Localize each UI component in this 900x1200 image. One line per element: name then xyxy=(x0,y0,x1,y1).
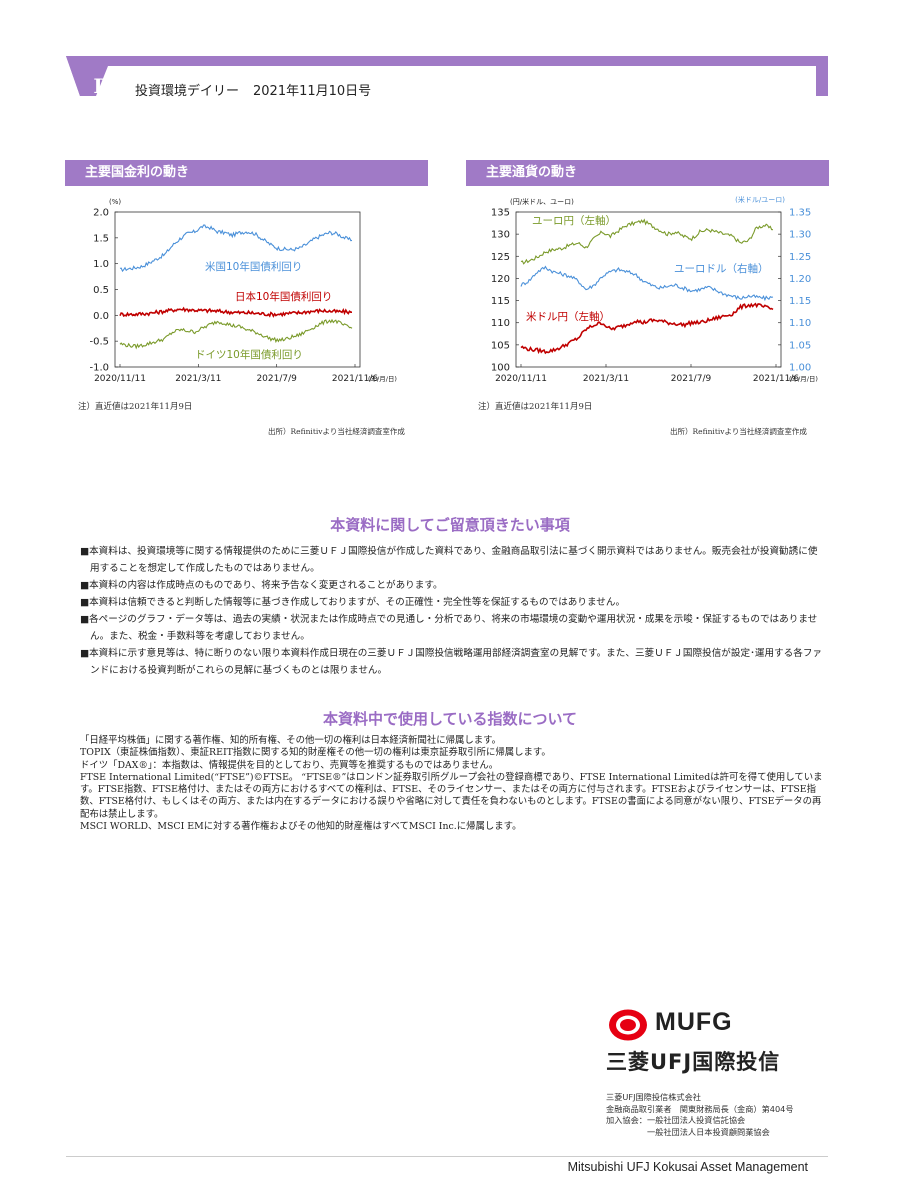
disclaimer-title: 本資料に関してご留意頂きたい事項 xyxy=(330,516,570,534)
y-tick-label: 0.5 xyxy=(93,285,109,296)
y-right-tick-label: 1.20 xyxy=(789,274,811,285)
disclaimer-list: ■本資料は、投資環境等に関する情報提供のために三菱ＵＦＪ国際投信が作成した資料で… xyxy=(80,543,825,679)
rates-source: 出所）Refinitivより当社経済調査室作成 xyxy=(268,427,405,436)
footer-divider xyxy=(66,1156,828,1157)
disclaimer-item: ■本資料の内容は作成時点のものであり、将来予告なく変更されることがあります。 xyxy=(80,580,443,591)
header-badge-letter: D xyxy=(93,74,111,98)
section-title-rates: 主要国金利の動き xyxy=(65,160,428,186)
header-badge: D xyxy=(82,66,122,106)
mufg-logo-text: MUFG xyxy=(655,1008,733,1036)
x-tick-label: 2021/11/6 xyxy=(753,374,799,384)
footer-company-en: Mitsubishi UFJ Kokusai Asset Management xyxy=(567,1160,808,1174)
y-right-tick-label: 1.10 xyxy=(789,318,811,329)
header-band xyxy=(66,56,828,96)
company-name: 三菱UFJ国際投信 xyxy=(606,1050,781,1074)
y-tick-label: 125 xyxy=(491,252,510,263)
disclaimer-item: ■各ページのグラフ・データ等は、過去の実績・状況または作成時点での見通し・分析で… xyxy=(80,614,818,642)
y-right-tick-label: 1.30 xyxy=(789,230,811,241)
y-right-tick-label: 1.15 xyxy=(789,296,811,307)
x-tick-label: 2020/11/11 xyxy=(495,374,547,384)
company-info: 三菱UFJ国際投信株式会社 金融商品取引業者 関東財務局長（金商）第404号 加… xyxy=(606,1092,794,1137)
series-label: ユーロ円（左軸） xyxy=(532,214,616,227)
fx-note: 注）直近値は2021年11月9日 xyxy=(478,402,593,412)
y-tick-label: 0.0 xyxy=(93,311,109,322)
page-title: 投資環境デイリー 2021年11月10日号 xyxy=(135,80,371,99)
mufg-logo-icon xyxy=(609,1009,647,1041)
y-tick-label: 130 xyxy=(491,230,510,241)
y-right-tick-label: 1.35 xyxy=(789,208,811,219)
x-tick-label: 2021/3/11 xyxy=(583,374,629,384)
doc-date: 2021年11月10日号 xyxy=(253,84,372,99)
series-line xyxy=(520,265,774,302)
y-tick-label: 100 xyxy=(491,363,510,374)
x-tick-label: 2021/3/11 xyxy=(175,374,221,384)
indices-title: 本資料中で使用している指数について xyxy=(322,710,578,728)
y-right-unit-label: (米ドル/ユーロ) xyxy=(735,195,785,204)
disclaimer-item: ■本資料は信頼できると判断した情報等に基づき作成しておりますが、その正確性・完全… xyxy=(80,597,626,608)
disclaimer-item: ■本資料は、投資環境等に関する情報提供のために三菱ＵＦＪ国際投信が作成した資料で… xyxy=(80,546,818,574)
y-tick-label: 1.0 xyxy=(93,259,109,270)
y-tick-label: 110 xyxy=(491,318,510,329)
y-tick-label: 1.5 xyxy=(93,233,109,244)
plot-frame xyxy=(515,211,782,368)
x-tick-label: 2021/7/9 xyxy=(256,374,297,384)
indices-paragraph: FTSE International Limited(“FTSE”)©FTSE。… xyxy=(80,771,823,820)
y-right-tick-label: 1.00 xyxy=(789,363,811,374)
indices-paragraph: 「日経平均株価」に関する著作権、知的所有権、その他一切の権利は日本経済新聞社に帰… xyxy=(80,735,501,746)
y-right-tick-label: 1.05 xyxy=(789,340,811,351)
y-tick-label: 105 xyxy=(491,340,510,351)
x-unit-label: (年/月/日) xyxy=(789,374,818,383)
x-tick-label: 2020/11/11 xyxy=(94,374,146,384)
indices-paragraph: TOPIX（東証株価指数）、東証REIT指数に関する知的財産権その他一切の権利は… xyxy=(80,747,551,759)
series-line xyxy=(119,224,353,273)
fx-source: 出所）Refinitivより当社経済調査室作成 xyxy=(670,427,807,436)
series-line xyxy=(119,318,353,350)
series-label: 米ドル円（左軸） xyxy=(526,310,610,323)
y-left-unit-label: (円/米ドル、ユーロ) xyxy=(510,197,574,206)
series-label: ユーロドル（右軸） xyxy=(674,262,769,275)
y-tick-label: -0.5 xyxy=(89,337,109,348)
y-tick-label: 135 xyxy=(491,208,510,219)
series-line xyxy=(520,302,774,355)
disclaimer-item: ■本資料に示す意見等は、特に断りのない限り本資料作成日現在の三菱ＵＦＪ国際投信戦… xyxy=(80,648,823,676)
rates-note: 注）直近値は2021年11月9日 xyxy=(78,402,193,412)
indices-paragraph: MSCI WORLD、MSCI EMに対する著作権およびその他知的財産権はすべて… xyxy=(80,821,522,833)
x-unit-label: (年/月/日) xyxy=(368,374,397,383)
y-unit-label: (%) xyxy=(109,198,121,206)
series-label: ドイツ10年国債利回り xyxy=(195,348,303,361)
series-label: 米国10年国債利回り xyxy=(205,260,302,273)
y-right-tick-label: 1.25 xyxy=(789,252,811,263)
doc-title: 投資環境デイリー xyxy=(135,84,240,99)
indices-paragraph: ドイツ「DAX®」：本指数は、情報提供を目的としており、売買等を推奨するものでは… xyxy=(80,759,499,771)
y-tick-label: -1.0 xyxy=(89,363,109,374)
x-tick-label: 2021/7/9 xyxy=(671,374,712,384)
y-tick-label: 115 xyxy=(491,296,510,307)
series-label: 日本10年国債利回り xyxy=(235,290,332,303)
indices-notes: 「日経平均株価」に関する著作権、知的所有権、その他一切の権利は日本経済新聞社に帰… xyxy=(80,735,825,833)
fx-chart-svg: 135 130 125 120 115 110 105 100 1.35 1.30 1.25 1.20… xyxy=(491,195,818,384)
rates-chart: 2.0 1.5 1.0 0.5 0.0 -0.5 -1.0 2020/11/11 2021/3/… xyxy=(65,192,435,396)
fx-chart: 135 130 125 120 115 110 105 100 1.35 1.30 1.25 1.20… xyxy=(466,192,836,396)
section-title-fx: 主要通貨の動き xyxy=(466,160,829,186)
x-tick-label: 2021/11/6 xyxy=(332,374,378,384)
y-tick-label: 120 xyxy=(491,274,510,285)
y-tick-label: 2.0 xyxy=(93,208,109,219)
series-line xyxy=(119,306,352,318)
series-line xyxy=(520,218,774,265)
